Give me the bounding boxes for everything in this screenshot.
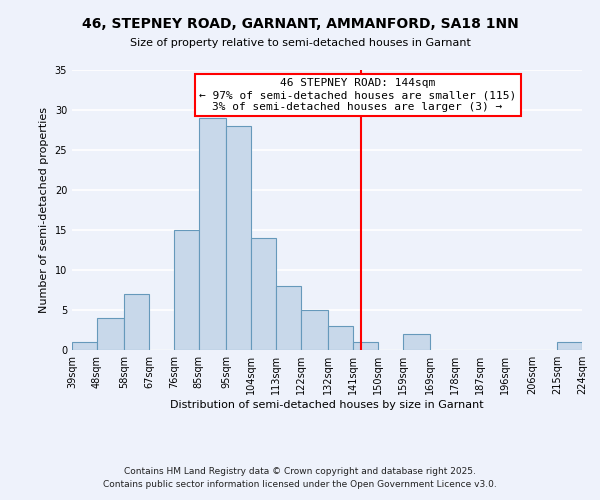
Bar	[199, 118, 226, 350]
Bar	[251, 238, 276, 350]
Bar	[403, 334, 430, 350]
X-axis label: Distribution of semi-detached houses by size in Garnant: Distribution of semi-detached houses by …	[170, 400, 484, 410]
Bar	[301, 310, 328, 350]
Text: Contains public sector information licensed under the Open Government Licence v3: Contains public sector information licen…	[103, 480, 497, 489]
Bar	[72, 342, 97, 350]
Bar	[97, 318, 124, 350]
Bar	[226, 126, 251, 350]
Text: Size of property relative to semi-detached houses in Garnant: Size of property relative to semi-detach…	[130, 38, 470, 48]
Bar	[124, 294, 149, 350]
Bar	[557, 342, 582, 350]
Bar	[276, 286, 301, 350]
Text: 46 STEPNEY ROAD: 144sqm
← 97% of semi-detached houses are smaller (115)
3% of se: 46 STEPNEY ROAD: 144sqm ← 97% of semi-de…	[199, 78, 516, 112]
Bar	[353, 342, 378, 350]
Y-axis label: Number of semi-detached properties: Number of semi-detached properties	[39, 107, 49, 313]
Bar	[328, 326, 353, 350]
Bar	[174, 230, 199, 350]
Text: 46, STEPNEY ROAD, GARNANT, AMMANFORD, SA18 1NN: 46, STEPNEY ROAD, GARNANT, AMMANFORD, SA…	[82, 18, 518, 32]
Text: Contains HM Land Registry data © Crown copyright and database right 2025.: Contains HM Land Registry data © Crown c…	[124, 467, 476, 476]
